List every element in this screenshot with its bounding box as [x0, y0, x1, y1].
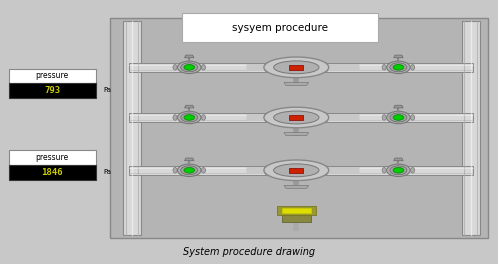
Text: Pa: Pa [104, 87, 112, 93]
Circle shape [177, 61, 201, 74]
Ellipse shape [264, 107, 329, 128]
Polygon shape [123, 21, 141, 235]
FancyBboxPatch shape [289, 65, 303, 70]
Circle shape [390, 63, 407, 72]
Text: pressure: pressure [36, 71, 69, 81]
FancyBboxPatch shape [282, 215, 311, 222]
Ellipse shape [264, 57, 329, 78]
FancyBboxPatch shape [9, 83, 96, 98]
Ellipse shape [382, 65, 386, 70]
Ellipse shape [264, 113, 270, 122]
Polygon shape [394, 158, 403, 161]
Ellipse shape [173, 115, 177, 120]
Text: pressure: pressure [36, 153, 69, 162]
Ellipse shape [410, 168, 415, 173]
Ellipse shape [410, 115, 415, 120]
FancyBboxPatch shape [277, 206, 316, 215]
Ellipse shape [382, 168, 386, 173]
Ellipse shape [323, 63, 328, 72]
Ellipse shape [264, 166, 270, 175]
Ellipse shape [201, 65, 206, 70]
Circle shape [184, 167, 195, 173]
FancyBboxPatch shape [9, 150, 96, 165]
Polygon shape [394, 105, 403, 108]
Ellipse shape [201, 168, 206, 173]
FancyBboxPatch shape [110, 18, 488, 238]
Circle shape [393, 115, 404, 120]
Circle shape [184, 64, 195, 70]
Circle shape [386, 164, 410, 177]
Ellipse shape [382, 115, 386, 120]
Polygon shape [284, 82, 309, 85]
Text: System procedure drawing: System procedure drawing [183, 247, 315, 257]
Text: sysyem procedure: sysyem procedure [232, 23, 328, 33]
Circle shape [386, 111, 410, 124]
Ellipse shape [323, 166, 328, 175]
FancyBboxPatch shape [9, 165, 96, 180]
FancyBboxPatch shape [182, 13, 378, 42]
Ellipse shape [410, 65, 415, 70]
Polygon shape [394, 55, 403, 58]
Circle shape [177, 164, 201, 177]
Polygon shape [284, 133, 309, 135]
Circle shape [181, 63, 198, 72]
Polygon shape [129, 63, 473, 72]
Text: 1846: 1846 [41, 168, 63, 177]
Text: 793: 793 [44, 86, 60, 95]
FancyBboxPatch shape [282, 208, 311, 213]
Circle shape [393, 167, 404, 173]
Polygon shape [129, 113, 473, 122]
Circle shape [386, 61, 410, 74]
Polygon shape [184, 105, 194, 108]
Text: Pa: Pa [104, 169, 112, 175]
Ellipse shape [274, 164, 319, 177]
Polygon shape [184, 158, 194, 161]
Circle shape [184, 115, 195, 120]
Ellipse shape [173, 168, 177, 173]
Ellipse shape [173, 65, 177, 70]
Polygon shape [462, 21, 480, 235]
Polygon shape [284, 185, 309, 188]
Ellipse shape [264, 160, 329, 181]
Ellipse shape [274, 61, 319, 74]
FancyBboxPatch shape [289, 115, 303, 120]
Ellipse shape [323, 113, 328, 122]
Circle shape [181, 113, 198, 122]
Circle shape [181, 166, 198, 175]
Ellipse shape [201, 115, 206, 120]
Circle shape [390, 166, 407, 175]
Circle shape [393, 64, 404, 70]
Ellipse shape [274, 111, 319, 124]
Ellipse shape [264, 63, 270, 72]
Circle shape [177, 111, 201, 124]
FancyBboxPatch shape [9, 69, 96, 83]
FancyBboxPatch shape [289, 168, 303, 173]
Circle shape [390, 113, 407, 122]
Polygon shape [184, 55, 194, 58]
Polygon shape [129, 166, 473, 175]
